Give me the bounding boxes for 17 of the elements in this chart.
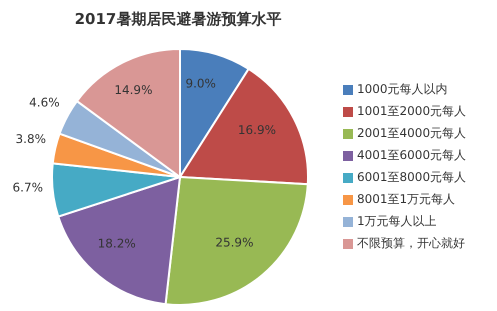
legend-label: 6001至8000元每人 — [357, 170, 466, 184]
legend-label: 4001至6000元每人 — [357, 148, 466, 162]
legend-label: 8001至1万元每人 — [357, 192, 456, 206]
legend-label: 1000元每人以内 — [357, 82, 448, 96]
data-label: 6.7% — [12, 180, 44, 194]
data-label: 9.0% — [185, 76, 216, 90]
legend-label: 2001至4000元每人 — [357, 126, 466, 140]
data-label: 18.2% — [98, 236, 136, 250]
data-label: 14.9% — [114, 82, 152, 97]
data-label: 3.8% — [16, 132, 46, 146]
legend-label: 1001至2000元每人 — [357, 104, 466, 118]
data-label: 4.6% — [29, 95, 60, 110]
legend-label: 不限预算，开心就好 — [357, 236, 465, 250]
chart-title: 2017暑期居民避暑游预算水平 — [74, 10, 282, 29]
data-label: 16.9% — [238, 122, 276, 137]
legend-label: 1万元每人以上 — [357, 214, 437, 228]
data-label: 25.9% — [215, 235, 254, 250]
